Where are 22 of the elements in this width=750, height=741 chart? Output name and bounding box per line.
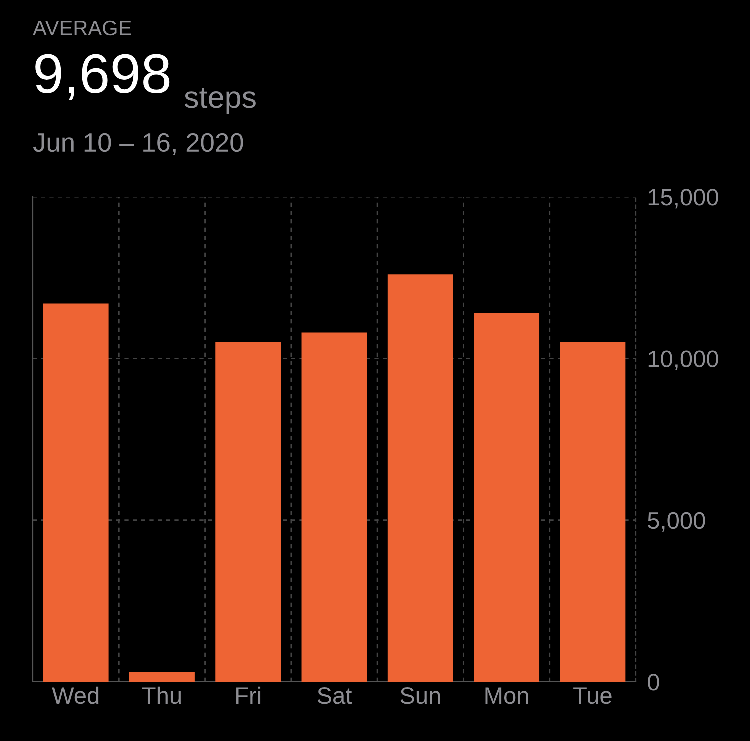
text: 9,698 bbox=[36, 54, 170, 100]
chart-title: AVERAGE bbox=[33, 20, 132, 36]
x-tick-label: Tue bbox=[574, 688, 612, 704]
y-tick-label: 5,000 bbox=[648, 512, 706, 532]
bar bbox=[216, 342, 282, 682]
bar bbox=[388, 274, 454, 682]
x-tick-label: Sun bbox=[400, 687, 440, 704]
x-tick-label: Wed bbox=[52, 686, 99, 704]
text: steps bbox=[184, 88, 256, 114]
chart-subtitle: Jun 10 – 16, 2020 bbox=[33, 133, 244, 156]
bar bbox=[302, 332, 368, 682]
y-tick-label: 10,000 bbox=[648, 350, 718, 370]
bar bbox=[474, 313, 540, 682]
x-tick-label: Thu bbox=[142, 686, 181, 704]
bar bbox=[43, 304, 109, 682]
x-tick-label: Fri bbox=[236, 686, 261, 704]
x-tick-label: Mon bbox=[486, 688, 528, 704]
x-tick-label: Sat bbox=[318, 687, 352, 704]
bar bbox=[129, 672, 195, 682]
y-tick-label: 15,000 bbox=[648, 189, 718, 209]
y-tick-label: 0 bbox=[648, 674, 660, 691]
bar bbox=[560, 342, 626, 682]
